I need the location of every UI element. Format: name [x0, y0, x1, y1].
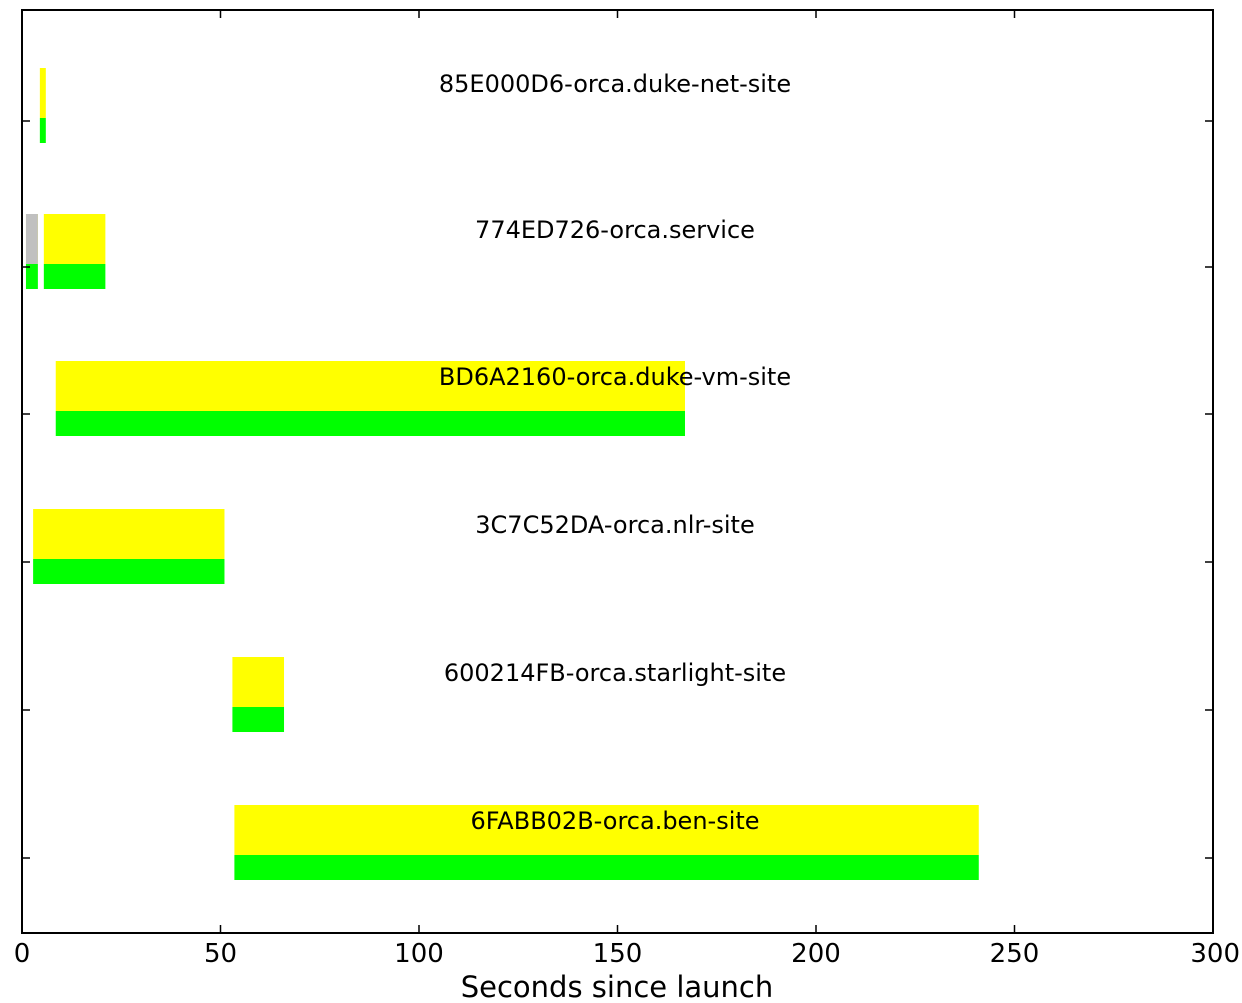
x-tick-label: 200 — [791, 939, 841, 969]
bars-layer — [25, 68, 979, 880]
x-tick-label: 150 — [593, 939, 643, 969]
bar-lower — [25, 264, 38, 289]
bar-lower — [43, 264, 106, 289]
bar-lower — [232, 707, 285, 732]
bar-lower — [234, 855, 979, 880]
x-axis-title: Seconds since launch — [461, 970, 774, 1003]
bar-lower — [33, 559, 225, 584]
row-label: BD6A2160-orca.duke-vm-site — [439, 363, 791, 391]
row-labels-layer: 85E000D6-orca.duke-net-site 774ED726-orca… — [439, 70, 791, 835]
row-label: 774ED726-orca.service — [475, 216, 755, 244]
row-label: 6FABB02B-orca.ben-site — [470, 807, 759, 835]
plot-frame — [21, 9, 1214, 934]
ticks-layer: 0 50 100 150 200 250 300 — [14, 10, 1240, 969]
bar-upper — [39, 68, 46, 118]
x-tick-label: 100 — [394, 939, 444, 969]
bar-upper — [43, 214, 106, 264]
x-tick-label: 0 — [14, 939, 31, 969]
bar-lower — [39, 118, 46, 143]
row-label: 85E000D6-orca.duke-net-site — [439, 70, 791, 98]
bar-upper — [232, 657, 285, 707]
x-tick-label: 250 — [990, 939, 1040, 969]
bar-upper — [234, 805, 979, 855]
x-tick-label: 50 — [204, 939, 237, 969]
bar-pending — [25, 214, 38, 264]
bar-lower — [55, 411, 685, 436]
row-label: 3C7C52DA-orca.nlr-site — [475, 511, 754, 539]
x-tick-label: 300 — [1190, 939, 1240, 969]
row-label: 600214FB-orca.starlight-site — [444, 659, 786, 687]
bar-upper — [55, 361, 685, 411]
bar-upper — [33, 509, 225, 559]
